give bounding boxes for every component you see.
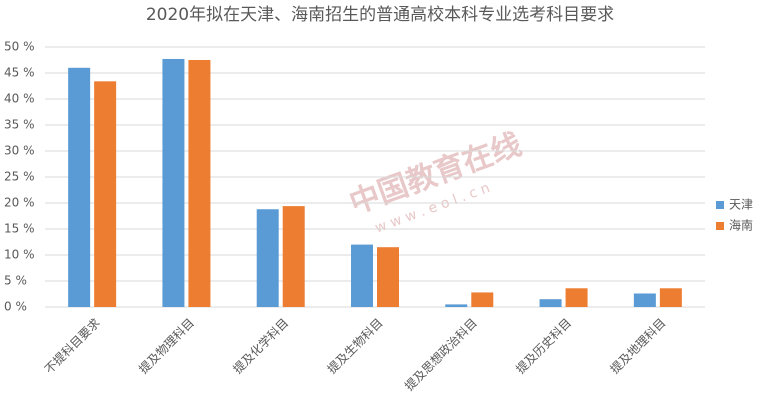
y-tick-label: 35 %	[4, 118, 35, 132]
legend-label: 天津	[729, 198, 753, 212]
y-tick-label: 25 %	[4, 170, 35, 184]
y-tick-label: 40 %	[4, 92, 35, 106]
legend-label: 海南	[729, 218, 753, 233]
y-tick-label: 5 %	[4, 274, 27, 288]
x-tick-label: 不提科目要求	[41, 315, 103, 377]
y-tick-label: 15 %	[4, 222, 35, 236]
bar	[539, 299, 562, 307]
bar	[633, 293, 656, 307]
x-tick-label: 提及思想政治科目	[401, 315, 479, 393]
bar	[377, 247, 399, 307]
y-tick-label: 0 %	[4, 300, 27, 314]
y-tick-label: 30 %	[4, 144, 35, 158]
watermark: 中国教育在线 w w w . e o l . c n	[345, 127, 526, 237]
bar	[565, 288, 588, 307]
bar	[445, 304, 468, 307]
y-tick-label: 10 %	[4, 248, 35, 262]
bar	[94, 81, 117, 307]
bar	[282, 206, 305, 307]
x-tick-label: 提及物理科目	[135, 315, 197, 377]
chart-title: 2020年拟在天津、海南招生的普通高校本科专业选考科目要求	[146, 5, 614, 25]
legend-swatch	[716, 222, 724, 230]
bar	[68, 67, 91, 307]
y-tick-label: 50 %	[4, 40, 35, 54]
x-tick-label: 提及地理科目	[607, 315, 669, 377]
bar	[188, 60, 211, 307]
x-tick-label: 提及生物科目	[324, 315, 386, 377]
y-tick-label: 45 %	[4, 66, 35, 80]
bar	[471, 292, 494, 307]
bar	[351, 244, 373, 307]
legend-swatch	[716, 201, 724, 209]
bar	[256, 209, 279, 307]
x-tick-label: 提及化学科目	[230, 315, 292, 377]
x-tick-label: 提及历史科目	[513, 315, 575, 377]
y-tick-label: 20 %	[4, 196, 35, 210]
bar	[162, 58, 185, 308]
bar	[659, 288, 682, 307]
